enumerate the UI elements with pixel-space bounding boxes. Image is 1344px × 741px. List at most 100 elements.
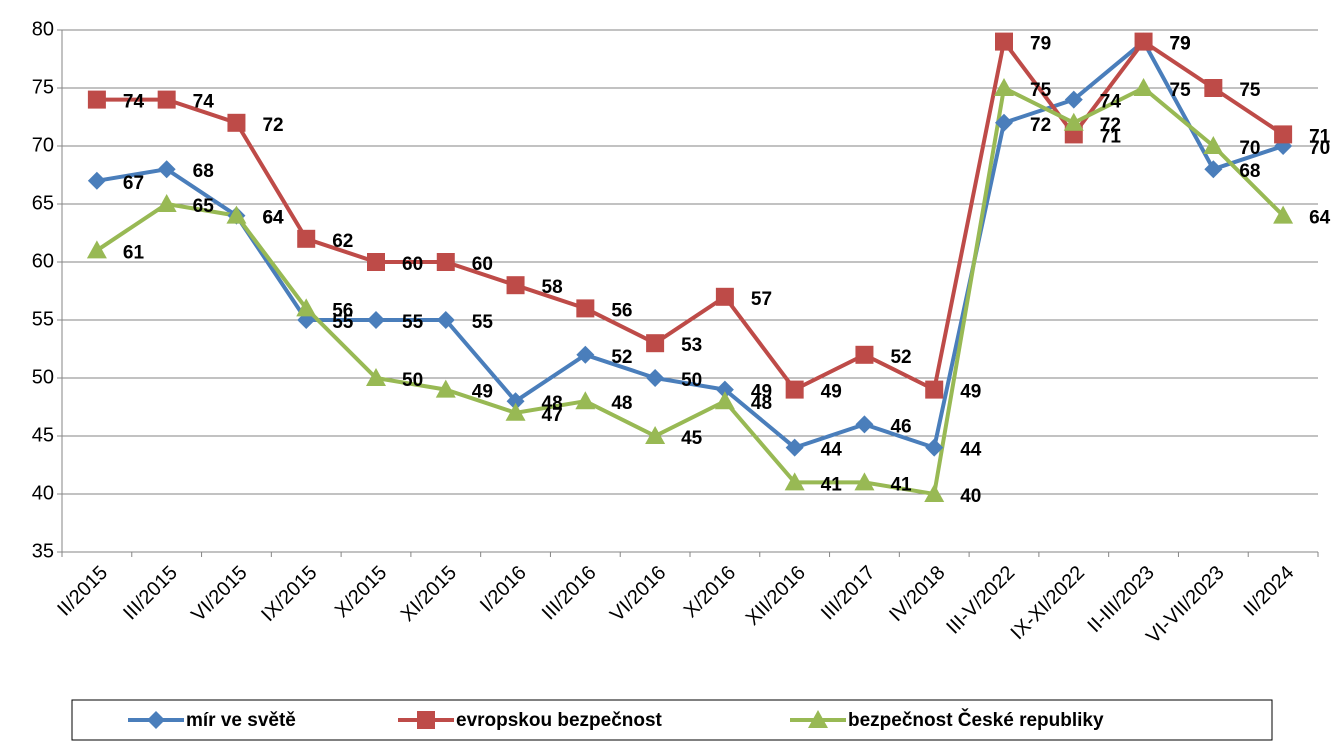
data-label: 74 — [123, 92, 145, 113]
data-label: 72 — [1100, 115, 1121, 136]
data-label: 55 — [332, 312, 354, 333]
data-label: 48 — [542, 393, 563, 414]
data-label: 53 — [681, 335, 702, 356]
legend-label: bezpečnost České republiky — [848, 709, 1104, 731]
data-label: 60 — [402, 254, 423, 275]
data-label: 55 — [472, 312, 494, 333]
point — [995, 32, 1013, 51]
point — [1274, 125, 1293, 144]
y-tick-label: 70 — [32, 134, 54, 156]
data-label: 49 — [751, 382, 772, 403]
data-label: 47 — [542, 405, 563, 426]
data-label: 74 — [1100, 92, 1122, 113]
y-tick-label: 65 — [32, 192, 54, 214]
legend-marker — [417, 711, 435, 729]
point — [646, 334, 665, 353]
point — [1134, 32, 1153, 51]
data-label: 70 — [1239, 138, 1260, 159]
data-label: 68 — [193, 161, 214, 182]
data-label: 56 — [332, 300, 353, 321]
x-tick-label: VI/2015 — [187, 562, 251, 626]
data-label: 49 — [821, 382, 842, 403]
x-tick-label: III/2017 — [817, 562, 880, 625]
point — [506, 276, 525, 295]
y-tick-label: 75 — [32, 76, 54, 98]
point — [157, 160, 176, 179]
point — [785, 438, 804, 457]
data-label: 75 — [1170, 80, 1192, 101]
point — [366, 368, 386, 386]
data-label: 79 — [1030, 34, 1051, 55]
data-label: 55 — [402, 312, 424, 333]
x-tick-label: IX/2015 — [257, 562, 321, 626]
y-tick-label: 40 — [32, 482, 54, 504]
data-label: 48 — [611, 393, 632, 414]
point — [854, 472, 875, 491]
point — [785, 380, 804, 399]
data-label: 64 — [262, 208, 284, 229]
legend-marker — [147, 711, 165, 729]
point — [994, 78, 1014, 96]
point — [1204, 79, 1223, 97]
point — [784, 472, 805, 491]
point — [367, 311, 385, 329]
x-tick-label: III/2015 — [119, 562, 182, 625]
data-label: 40 — [960, 486, 981, 507]
y-tick-label: 35 — [32, 540, 54, 562]
x-tick-label: X/2016 — [680, 562, 740, 622]
point — [87, 171, 106, 190]
legend-box — [71, 699, 1273, 741]
series-line — [96, 38, 1284, 451]
y-tick-label: 55 — [32, 308, 54, 330]
x-tick-label: XI/2015 — [397, 562, 461, 626]
point — [1063, 112, 1084, 131]
point — [714, 391, 735, 410]
point — [1204, 160, 1223, 179]
point — [855, 415, 874, 434]
legend-item: bezpečnost České republiky — [790, 709, 1104, 731]
point — [436, 311, 455, 329]
legend-marker — [808, 710, 828, 728]
point — [1203, 136, 1224, 154]
point — [576, 345, 595, 364]
data-label: 49 — [960, 382, 981, 403]
point — [156, 194, 177, 212]
x-tick-label: II/2024 — [1240, 562, 1299, 621]
data-label: 48 — [751, 393, 772, 414]
point — [296, 298, 317, 317]
legend-label: mír ve světě — [186, 710, 296, 731]
data-label: 41 — [821, 474, 843, 495]
data-label: 60 — [472, 254, 493, 275]
data-label: 44 — [821, 440, 843, 461]
point — [506, 392, 525, 411]
point — [297, 229, 316, 248]
point — [715, 287, 734, 306]
point — [505, 402, 526, 421]
data-label: 75 — [1239, 80, 1261, 101]
point — [367, 253, 385, 271]
point — [86, 240, 107, 259]
point — [1133, 78, 1154, 96]
data-label: 65 — [193, 196, 215, 217]
data-label: 56 — [611, 300, 632, 321]
data-label: 79 — [1170, 34, 1191, 55]
point — [436, 253, 455, 271]
data-label: 45 — [681, 428, 703, 449]
x-tick-label: IX-XI/2022 — [1007, 562, 1089, 644]
point — [715, 380, 734, 399]
point — [157, 90, 176, 109]
point — [925, 380, 944, 399]
point — [226, 205, 247, 224]
data-label: 64 — [1309, 208, 1331, 229]
data-label: 57 — [751, 289, 772, 310]
point — [87, 90, 106, 109]
data-label: 52 — [611, 347, 632, 368]
point — [1064, 90, 1083, 109]
data-label: 74 — [193, 92, 215, 113]
data-label: 72 — [1030, 115, 1051, 136]
x-tick-label: X/2015 — [331, 562, 391, 622]
data-label: 44 — [960, 440, 982, 461]
data-label: 62 — [332, 231, 353, 252]
x-tick-label: III/2016 — [538, 562, 601, 625]
